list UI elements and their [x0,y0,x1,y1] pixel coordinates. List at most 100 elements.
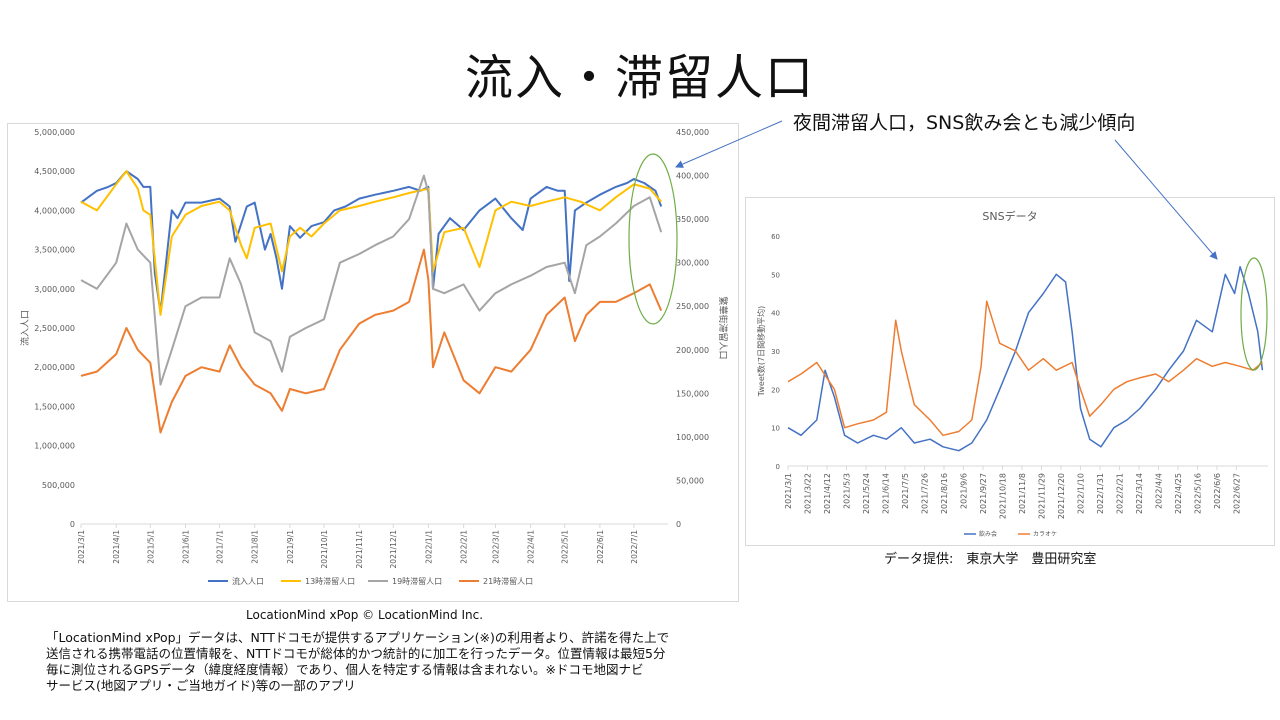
y-tick-label: 2,500,000 [34,324,75,333]
y-tick-label: 60 [771,233,780,241]
series-line [80,170,663,314]
y-tick-label: 1,500,000 [34,402,75,411]
x-tick-label: 2022/5/1 [561,530,570,564]
x-tick-label: 2022/2/21 [1115,473,1124,514]
x-tick-label: 2021/10/1 [320,530,329,569]
y2-tick-label: 350,000 [676,215,709,224]
y-tick-label: 0 [776,463,780,471]
y-axis-label: 流入人口 [19,310,31,346]
series-line [787,265,1264,452]
note-line: 「LocationMind xPop」データは、NTTドコモが提供するアプリケー… [46,630,670,645]
y2-tick-label: 400,000 [676,172,709,181]
x-tick-label: 2021/9/1 [286,530,295,564]
y2-tick-label: 100,000 [676,433,709,442]
trend-annotation: 夜間滞留人口，SNS飲み会とも減少傾向 [793,112,1136,134]
main-chart-credit: LocationMind xPop © LocationMind Inc. [246,608,484,622]
x-tick-label: 2022/5/16 [1193,473,1202,514]
x-tick-label: 2022/3/14 [1135,473,1144,514]
x-tick-label: 2021/12/1 [389,530,398,569]
x-tick-label: 2021/6/14 [881,473,890,514]
y2-tick-label: 250,000 [676,302,709,311]
series-line [80,248,663,434]
highlight-ellipse [628,153,678,325]
x-tick-label: 2022/4/1 [527,530,536,564]
y2-axis-label: 繁華街滞留人口 [717,296,729,359]
x-tick-label: 2021/3/22 [803,473,812,514]
x-tick-label: 2021/6/1 [181,530,190,564]
series-line [80,174,663,386]
x-tick-label: 2021/7/1 [216,530,225,564]
x-tick-label: 2021/5/1 [146,530,155,564]
y2-tick-label: 150,000 [676,389,709,398]
x-tick-label: 2022/4/4 [1154,473,1163,509]
highlight-ellipse [1240,257,1268,371]
x-tick-label: 2021/8/16 [940,473,949,514]
x-tick-label: 2021/11/29 [1037,473,1046,519]
y2-tick-label: 0 [676,520,681,529]
y-axis-label: Tweet数(7日間移動平均) [756,306,766,397]
legend-label: 13時滞留人口 [305,576,355,586]
x-tick-label: 2021/11/8 [1018,473,1027,514]
x-tick-label: 2021/7/26 [920,473,929,514]
y-tick-label: 4,000,000 [34,206,75,215]
x-tick-label: 2021/9/27 [979,473,988,514]
x-tick-label: 2021/10/18 [998,473,1007,519]
y-tick-label: 4,500,000 [34,167,75,176]
x-tick-label: 2022/6/27 [1232,473,1241,514]
main-chart-frame: 0 500,000 1,000,000 1,500,000 2,000,000 2,500… [7,123,739,602]
sns-chart-frame: SNSデータ 0 10 20 30 40 50 60 2021/3/1 2021/3/22 2021… [745,197,1275,546]
main-chart: 0 500,000 1,000,000 1,500,000 2,000,000 2,500… [19,128,729,586]
legend-label: 19時滞留人口 [392,576,442,586]
x-tick-label: 2021/11/1 [355,530,364,569]
y-tick-label: 5,000,000 [34,128,75,137]
x-tick-label: 2021/3/1 [77,530,86,564]
y2-tick-label: 200,000 [676,346,709,355]
y-tick-label: 3,500,000 [34,246,75,255]
x-tick-label: 2021/5/3 [842,473,851,509]
slide-title: 流入・滞留人口 [464,50,815,106]
y2-tick-label: 450,000 [676,128,709,137]
sns-chart-title: SNSデータ [982,209,1037,223]
x-tick-label: 2022/3/1 [491,530,500,564]
x-tick-label: 2022/7/1 [630,530,639,564]
legend-label: 流入人口 [232,576,264,586]
x-tick-label: 2021/12/20 [1057,473,1066,519]
x-tick-label: 2021/4/1 [112,530,121,564]
y-tick-label: 40 [771,310,780,318]
y-tick-label: 500,000 [42,481,75,490]
y2-tick-label: 300,000 [676,259,709,268]
x-tick-label: 2022/4/25 [1174,473,1183,514]
x-tick-label: 2021/5/24 [862,473,871,514]
y-tick-label: 10 [771,425,780,433]
y-tick-label: 0 [70,520,75,529]
x-tick-label: 2022/1/31 [1096,473,1105,514]
x-tick-label: 2021/4/12 [823,473,832,514]
note-line: サービス(地図アプリ・ご当地ガイド)等の一部のアプリ [46,678,356,693]
x-tick-label: 2022/2/1 [460,530,469,564]
series-line [787,300,1263,437]
y-tick-label: 2,000,000 [34,363,75,372]
x-tick-label: 2022/1/10 [1076,473,1085,514]
x-tick-label: 2021/3/1 [784,473,793,509]
legend-label: カラオケ [1033,531,1057,538]
legend-label: 飲み会 [979,530,997,538]
note-line: 送信される携帯電話の位置情報を、NTTドコモが総体的かつ統計的に加工を行ったデー… [46,646,666,661]
x-tick-label: 2021/9/6 [959,473,968,509]
series-line [80,170,662,316]
y-tick-label: 30 [771,348,780,356]
y-tick-label: 20 [771,386,780,394]
y-tick-label: 1,000,000 [34,442,75,451]
y2-tick-label: 50,000 [676,476,704,485]
legend-label: 21時滞留人口 [483,576,533,586]
data-note: 「LocationMind xPop」データは、NTTドコモが提供するアプリケー… [46,630,756,694]
x-tick-label: 2022/6/1 [596,530,605,564]
sns-chart-credit: データ提供: 東京大学 豊田研究室 [884,552,1097,567]
sns-chart: SNSデータ 0 10 20 30 40 50 60 2021/3/1 2021/3/22 2021… [756,209,1268,538]
note-line: 毎に測位されるGPSデータ（緯度経度情報）であり、個人を特定する情報は含まれない… [46,662,644,677]
y-tick-label: 50 [771,271,780,279]
y-tick-label: 3,000,000 [34,285,75,294]
x-tick-label: 2021/8/1 [251,530,260,564]
x-tick-label: 2021/7/5 [901,473,910,509]
x-tick-label: 2022/1/1 [424,530,433,564]
x-tick-label: 2022/6/6 [1213,473,1222,509]
